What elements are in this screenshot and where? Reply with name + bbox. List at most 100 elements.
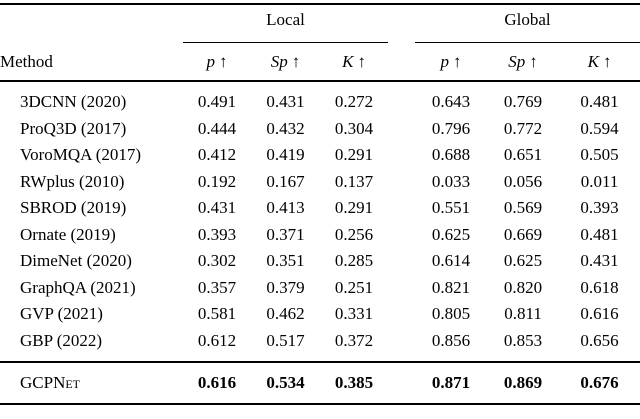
group-header-spacer (0, 4, 183, 43)
column-gap (388, 301, 415, 328)
column-gap (388, 142, 415, 169)
metric-value: 0.256 (334, 224, 374, 244)
metric-letter: p (440, 52, 450, 71)
column-gap (388, 116, 415, 143)
metric-value: 0.167 (266, 171, 305, 191)
metric-value: 0.769 (503, 92, 543, 111)
method-row: 3DCNN (2020) 0.491 0.431 0.272 0.643 0.7… (0, 81, 640, 116)
method-row: DimeNet (2020) 0.302 0.351 0.285 0.614 0… (0, 248, 640, 275)
up-arrow-icon: ↑ (219, 52, 228, 71)
metric-value: 0.651 (503, 145, 543, 164)
metric-value: 0.393 (580, 198, 619, 217)
metric-value: 0.612 (197, 330, 237, 350)
method-row: VoroMQA (2017) 0.412 0.419 0.291 0.688 0… (0, 142, 640, 169)
metric-value: 0.796 (431, 118, 471, 138)
metric-value: 0.505 (580, 145, 619, 164)
metric-value: 0.462 (266, 304, 305, 323)
up-arrow-icon: ↑ (291, 52, 301, 71)
metric-value: 0.033 (431, 171, 471, 191)
method-name: ProQ3D (2017) (20, 118, 127, 138)
metric-value: 0.517 (266, 330, 305, 350)
metric-value: 0.481 (580, 224, 619, 244)
metric-value: 0.357 (197, 277, 237, 297)
metric-value: 0.853 (503, 330, 543, 350)
metric-letter: K (587, 52, 599, 71)
column-gap (388, 42, 416, 82)
method-row: Ornate (2019) 0.393 0.371 0.256 0.625 0.… (0, 222, 640, 249)
metric-value: 0.581 (197, 304, 237, 323)
metric-value: 0.656 (580, 330, 619, 350)
metric-value: 0.534 (251, 361, 320, 405)
metric-letter: K (342, 52, 354, 71)
metric-value: 0.491 (197, 92, 237, 111)
column-gap (388, 4, 415, 43)
method-name: GCPNet (0, 361, 183, 405)
method-name: VoroMQA (2017) (20, 145, 142, 164)
column-gap (388, 248, 415, 275)
method-row: SBROD (2019) 0.431 0.413 0.291 0.551 0.5… (0, 195, 640, 222)
metric-value: 0.871 (415, 361, 488, 405)
metric-value: 0.676 (559, 361, 640, 405)
metric-value: 0.481 (580, 92, 619, 111)
column-gap (388, 275, 415, 302)
metric-value: 0.856 (431, 330, 471, 350)
metric-value: 0.285 (334, 251, 374, 270)
metric-value: 0.192 (197, 171, 237, 191)
metric-letter: p (206, 52, 216, 71)
group-header-row: Local Global (0, 4, 640, 43)
metric-header-global-k: K ↑ (559, 42, 640, 82)
metric-value: 0.688 (431, 145, 471, 164)
metric-value: 0.431 (197, 198, 237, 217)
metric-value: 0.805 (431, 304, 471, 323)
metric-value: 0.379 (266, 277, 305, 297)
metric-value: 0.412 (197, 145, 237, 164)
metric-value: 0.331 (334, 304, 374, 323)
method-row: GraphQA (2021) 0.357 0.379 0.251 0.821 0… (0, 275, 640, 302)
metric-letter: Sp (270, 52, 288, 71)
method-name: DimeNet (2020) (20, 251, 132, 270)
group-header-global: Global (415, 4, 640, 43)
metric-value: 0.056 (503, 171, 543, 191)
metric-header-row: Method p ↑ Sp ↑ K ↑ p ↑ Sp ↑ K ↑ (0, 42, 640, 82)
metric-value: 0.372 (334, 330, 374, 350)
metric-value: 0.137 (334, 171, 374, 191)
metric-value: 0.351 (266, 251, 305, 270)
method-name: SBROD (2019) (20, 198, 127, 217)
metric-value: 0.618 (580, 277, 619, 297)
column-gap (388, 81, 415, 116)
group-header-local: Local (183, 4, 389, 43)
method-name: RWplus (2010) (20, 171, 125, 191)
up-arrow-icon: ↑ (602, 52, 612, 71)
method-row: ProQ3D (2017) 0.444 0.432 0.304 0.796 0.… (0, 116, 640, 143)
metric-header-local-p: p ↑ (183, 42, 251, 82)
metric-value: 0.291 (334, 198, 374, 217)
metric-value: 0.820 (503, 277, 543, 297)
column-gap (388, 195, 415, 222)
metric-value: 0.811 (504, 304, 542, 323)
method-name: GraphQA (2021) (20, 277, 136, 297)
metric-letter: Sp (508, 52, 526, 71)
metric-value: 0.272 (334, 92, 374, 111)
metric-value: 0.419 (266, 145, 305, 164)
up-arrow-icon: ↑ (357, 52, 366, 71)
up-arrow-icon: ↑ (453, 52, 462, 71)
metric-value: 0.304 (334, 118, 374, 138)
metric-value: 0.431 (266, 92, 305, 111)
metric-value: 0.625 (431, 224, 471, 244)
method-column-header: Method (0, 42, 183, 82)
metric-value: 0.643 (431, 92, 471, 111)
method-row: GBP (2022) 0.612 0.517 0.372 0.856 0.853… (0, 328, 640, 363)
results-table: Local Global Method p ↑ Sp ↑ K ↑ p ↑ Sp ↑ K ↑ … (0, 3, 640, 405)
metric-value: 0.772 (503, 118, 543, 138)
metric-header-local-k: K ↑ (320, 42, 389, 82)
metric-value: 0.393 (197, 224, 237, 244)
metric-value: 0.432 (266, 118, 305, 138)
method-row: RWplus (2010) 0.192 0.167 0.137 0.033 0.… (0, 169, 640, 196)
up-arrow-icon: ↑ (529, 52, 538, 71)
column-gap (388, 361, 416, 405)
metric-value: 0.444 (197, 118, 237, 138)
metric-value: 0.431 (580, 251, 619, 270)
metric-value: 0.011 (580, 171, 619, 191)
metric-value: 0.251 (334, 277, 374, 297)
gcpnet-highlight-row: GCPNet 0.616 0.534 0.385 0.871 0.869 0.6… (0, 361, 640, 405)
